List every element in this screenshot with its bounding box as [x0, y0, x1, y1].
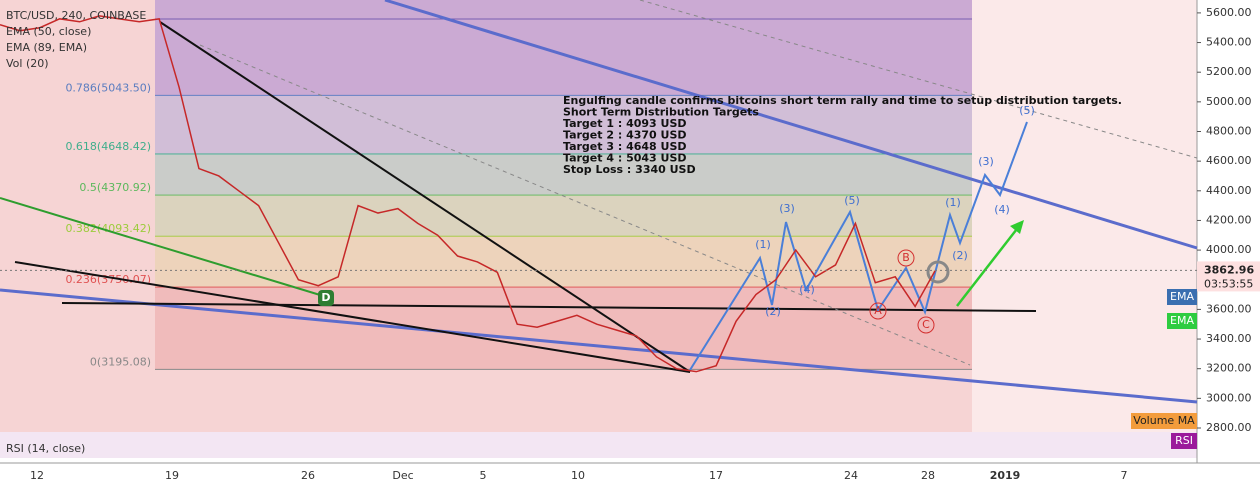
fib-band [155, 95, 972, 154]
annotation-line: Short Term Distribution Targets [563, 106, 759, 119]
annotation-line: Stop Loss : 3340 USD [563, 163, 696, 176]
wave-label: (4) [799, 283, 815, 296]
annotation-line: Engulfing candle confirms bitcoins short… [563, 94, 1122, 107]
trendline [0, 197, 331, 299]
trendlines [0, 0, 1198, 404]
y-tick-label: 3000.00 [1206, 391, 1252, 404]
x-tick-label: 26 [301, 469, 315, 482]
fib-label: 0.382(4093.42) [65, 222, 151, 235]
y-tick-label: 3200.00 [1206, 362, 1252, 375]
annotation-line: Target 4 : 5043 USD [563, 152, 687, 165]
axis-tag-label: Volume MA [1133, 414, 1195, 427]
fib-band [155, 195, 972, 237]
wave-label: (1) [755, 238, 771, 251]
x-tick-label: 12 [30, 469, 44, 482]
trendline [384, 0, 1198, 250]
last-price: 3862.96 [1204, 263, 1254, 276]
x-tick-label: 24 [844, 469, 858, 482]
axis-tag [1167, 313, 1197, 329]
y-tick-label: 5000.00 [1206, 95, 1252, 108]
highlight-circle [926, 260, 950, 284]
trendline [0, 288, 1198, 404]
x-tick-label: Dec [392, 469, 413, 482]
x-tick-label: 28 [921, 469, 935, 482]
wave-label: (4) [994, 203, 1010, 216]
wave-marker [869, 302, 887, 320]
background [972, 0, 1197, 432]
fib-label: 0.618(4648.42) [65, 140, 151, 153]
x-tick-label: 17 [709, 469, 723, 482]
axis-tag-label: EMA [1170, 290, 1194, 303]
y-tick-label: 2800.00 [1206, 421, 1252, 434]
legend-item: BTC/USD, 240, COINBASE [6, 9, 146, 22]
fib-label: 0.5(4370.92) [79, 181, 151, 194]
trendline [639, 0, 1198, 159]
y-tick-label: 4800.00 [1206, 124, 1252, 137]
y-tick-label: 5600.00 [1206, 6, 1252, 19]
d-label: D [321, 291, 330, 304]
fib-label: 0(3195.08) [90, 355, 151, 368]
y-tick-label: 3400.00 [1206, 332, 1252, 345]
fib-label: 0.786(5043.50) [65, 81, 151, 94]
price-axis [1197, 0, 1260, 463]
x-tick-label: 5 [480, 469, 487, 482]
trendline [199, 44, 971, 366]
wave-label: (5) [844, 194, 860, 207]
price-tag [1197, 261, 1260, 292]
wave-label: (5) [1019, 104, 1035, 117]
y-tick-label: 5200.00 [1206, 65, 1252, 78]
d-marker [318, 290, 334, 306]
axis-tag [1171, 433, 1197, 449]
x-tick-label: 2019 [990, 469, 1021, 482]
background [0, 0, 972, 432]
wave-label: A [874, 304, 882, 317]
legend-item: Vol (20) [6, 57, 49, 70]
wave-label: (3) [978, 155, 994, 168]
annotation-line: Target 3 : 4648 USD [563, 140, 687, 153]
x-tick-label: 7 [1121, 469, 1128, 482]
axis-tag [1167, 289, 1197, 305]
axis-tag [1131, 413, 1197, 429]
arrow-head [1010, 220, 1024, 234]
fib-band [155, 236, 972, 288]
fib-group: 0.786(5043.50) 0.618(4648.42) 0.5(4370.92)… [65, 0, 972, 370]
wave-label: (2) [765, 305, 781, 318]
annotation-line: Target 1 : 4093 USD [563, 117, 687, 130]
y-tick-label: 4000.00 [1206, 243, 1252, 256]
y-tick-label: 3600.00 [1206, 302, 1252, 315]
wave-label: C [922, 318, 930, 331]
fib-band [155, 153, 972, 196]
x-tick-label: 10 [571, 469, 585, 482]
price-line [0, 15, 936, 373]
wave-marker [917, 316, 935, 334]
arrow [956, 224, 1021, 307]
wave-label: (2) [952, 249, 968, 262]
wave-label: (1) [945, 196, 961, 209]
fib-band [155, 0, 972, 96]
y-tick-label: 4600.00 [1206, 154, 1252, 167]
x-tick-label: 19 [165, 469, 179, 482]
axis-tag-label: EMA [1170, 314, 1194, 327]
trendline [159, 21, 691, 373]
fib-band [155, 287, 972, 370]
rsi-label: RSI (14, close) [6, 442, 85, 455]
legend-item: EMA (89, EMA) [6, 41, 87, 54]
trendline [14, 261, 691, 373]
wave-label: B [902, 251, 910, 264]
fib-label: 0.236(3750.07) [65, 273, 151, 286]
rsi-pane [0, 432, 1197, 458]
y-tick-label: 4400.00 [1206, 184, 1252, 197]
legend-item: EMA (50, close) [6, 25, 91, 38]
wave-label: (3) [779, 202, 795, 215]
axis-tag-label: RSI [1175, 434, 1193, 447]
wave-marker [897, 249, 915, 267]
annotation-line: Target 2 : 4370 USD [563, 129, 687, 142]
countdown: 03:53:55 [1204, 277, 1253, 290]
y-tick-label: 4200.00 [1206, 213, 1252, 226]
y-tick-label: 5400.00 [1206, 36, 1252, 49]
trendline [61, 302, 1037, 312]
wave-path [689, 121, 1028, 371]
